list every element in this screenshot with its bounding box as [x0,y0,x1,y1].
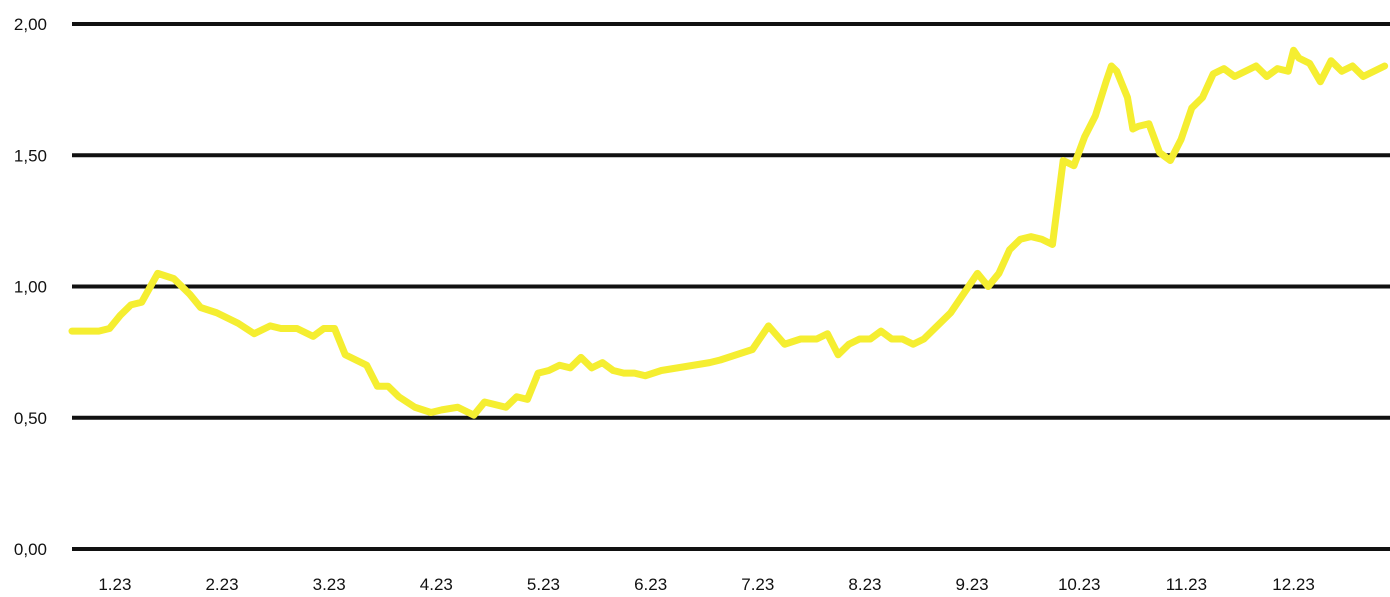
x-tick-label: 12.23 [1272,575,1315,594]
x-tick-label: 10.23 [1058,575,1101,594]
y-tick-label: 0,50 [14,409,47,428]
x-tick-label: 1.23 [98,575,131,594]
series-group [68,46,1389,419]
y-tick-label: 1,50 [14,146,47,165]
x-tick-label: 7.23 [741,575,774,594]
x-tick-label: 2.23 [205,575,238,594]
x-tick-label: 4.23 [420,575,453,594]
y-tick-label: 0,00 [14,540,47,559]
x-tick-label: 11.23 [1166,575,1207,594]
y-tick-label: 2,00 [14,15,47,34]
x-tick-label: 8.23 [848,575,881,594]
y-axis-tick-labels: 0,00 0,50 1,00 1,50 2,00 [14,15,47,559]
y-tick-label: 1,00 [14,278,47,297]
x-tick-label: 5.23 [527,575,560,594]
x-tick-label: 3.23 [313,575,346,594]
series-line [68,46,1389,419]
x-axis-tick-labels: 1.23 2.23 3.23 4.23 5.23 6.23 7.23 8.23 9.23 10.2… [98,575,1315,594]
x-tick-label: 9.23 [956,575,989,594]
x-tick-label: 6.23 [634,575,667,594]
